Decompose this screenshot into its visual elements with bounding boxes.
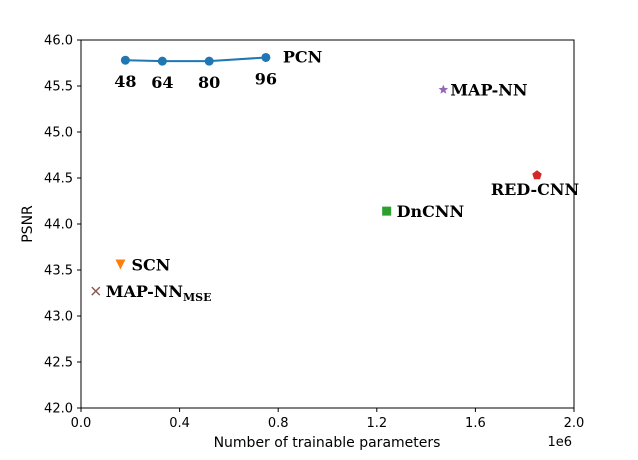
- dncnn-series-label: DnCNN: [397, 202, 465, 221]
- x-tick-label: 0.0: [71, 416, 92, 431]
- y-axis-label: PSNR: [20, 205, 36, 243]
- scn-data-point: [115, 259, 126, 270]
- pcn-point-label: 48: [114, 72, 136, 91]
- y-tick-label: 43.0: [44, 310, 73, 325]
- map-nn-mse-series-label: MAP-NNMSE: [106, 282, 212, 304]
- pcn-data-point: [204, 56, 214, 66]
- y-tick-label: 44.0: [44, 218, 73, 233]
- map-nn-series-label: MAP-NN: [450, 81, 527, 100]
- x-axis-label: Number of trainable parameters: [214, 435, 441, 451]
- y-tick-label: 42.5: [44, 356, 73, 371]
- y-tick-label: 43.5: [44, 264, 73, 279]
- x-tick-label: 2.0: [564, 416, 585, 431]
- annotations: 48 64 80 96 PCN SCN MAP-NNMSE MAP-NN DnCNN RED-CN…: [106, 47, 579, 304]
- pcn-point-label: 80: [198, 73, 220, 92]
- map-nn-mse-series-label-subscript: MSE: [183, 291, 212, 304]
- y-tick-label: 46.0: [44, 34, 73, 49]
- map-nn-data-point: [438, 84, 449, 94]
- x-tick-label: 0.4: [169, 416, 190, 431]
- y-tick-label: 44.5: [44, 172, 73, 187]
- map-nn-mse-data-point: [91, 286, 101, 296]
- pcn-point-label: 64: [151, 73, 173, 92]
- dncnn-data-point: [382, 206, 392, 216]
- y-tick-label: 45.5: [44, 80, 73, 95]
- data-series: [91, 52, 542, 296]
- pcn-data-point: [157, 56, 167, 66]
- x-axis-offset-label: 1e6: [547, 435, 572, 450]
- red-cnn-series-label: RED-CNN: [491, 180, 579, 199]
- scn-series-label: SCN: [131, 255, 170, 274]
- pcn-series-label: PCN: [283, 47, 322, 66]
- x-tick-label: 1.6: [465, 416, 486, 431]
- pcn-series-line: [125, 56, 266, 63]
- pcn-point-label: 96: [255, 69, 277, 88]
- red-cnn-data-point: [532, 170, 542, 180]
- x-tick-label: 0.8: [268, 416, 289, 431]
- ticks: 0.0 0.4 0.8 1.2 1.6 2.0 42.0 42.5 43.0 43.5 44.0 44…: [44, 34, 584, 432]
- y-tick-label: 45.0: [44, 126, 73, 141]
- pcn-data-point: [261, 52, 271, 62]
- x-tick-label: 1.2: [366, 416, 387, 431]
- pcn-data-point: [120, 55, 130, 65]
- y-tick-label: 42.0: [44, 402, 73, 417]
